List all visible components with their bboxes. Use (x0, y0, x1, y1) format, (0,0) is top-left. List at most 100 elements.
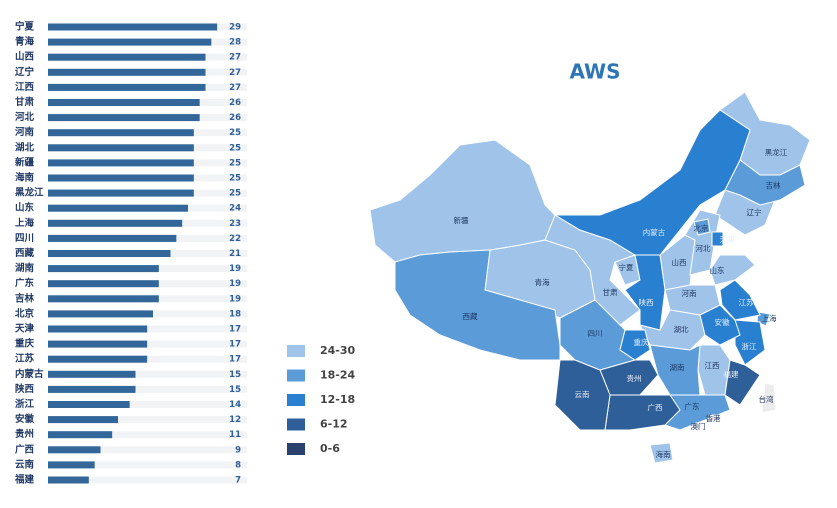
category-label: 西藏 (15, 247, 35, 259)
region-label: 海南 (656, 449, 671, 459)
legend-swatch (287, 418, 305, 431)
region (619, 329, 651, 361)
legend-swatch (287, 369, 305, 382)
row-background (48, 446, 247, 454)
value-label: 22 (229, 234, 241, 244)
value-label: 27 (229, 53, 241, 63)
region-label: 宁夏 (619, 262, 634, 272)
row-background (48, 416, 247, 424)
bar (48, 234, 177, 242)
region-label: 广西 (648, 402, 663, 412)
bar (48, 385, 136, 393)
category-label: 内蒙古 (15, 368, 44, 380)
bar (48, 476, 89, 484)
bar (48, 340, 148, 348)
region (554, 359, 611, 431)
legend-label: 24-30 (320, 344, 356, 357)
region-label: 黑龙江 (765, 147, 788, 157)
bar (48, 370, 136, 378)
value-label: 28 (229, 38, 241, 48)
region-label: 辽宁 (747, 207, 762, 217)
legend-swatch (287, 394, 305, 406)
bar (48, 204, 188, 212)
category-label: 天津 (15, 323, 35, 335)
bar (48, 174, 194, 182)
region-label: 台湾 (759, 394, 774, 404)
category-label: 四川 (15, 233, 34, 244)
region-label: 陕西 (639, 297, 654, 307)
region (624, 254, 666, 331)
category-label: 重庆 (15, 338, 35, 350)
value-label: 14 (229, 400, 241, 410)
region (684, 209, 721, 276)
region-label: 安徽 (715, 317, 730, 327)
region-label: 江苏 (739, 297, 754, 307)
region-label: 四川 (588, 329, 603, 338)
region-label: 内蒙古 (643, 227, 666, 237)
region (719, 279, 761, 321)
bar (48, 114, 200, 122)
category-label: 甘肃 (15, 96, 35, 108)
legend-label: 6-12 (320, 418, 348, 431)
category-label: 辽宁 (15, 66, 35, 78)
bar (48, 144, 194, 152)
bar (48, 189, 194, 197)
value-label: 27 (229, 68, 241, 78)
region-label: 香港 (706, 413, 721, 423)
row-background (48, 461, 247, 469)
category-label: 广西 (15, 443, 35, 455)
region-label: 上海 (762, 313, 777, 323)
value-label: 11 (229, 430, 241, 440)
category-label: 海南 (15, 172, 35, 184)
bar (48, 265, 159, 273)
region-label: 澳门 (691, 421, 706, 431)
category-label: 云南 (15, 458, 35, 470)
bar (48, 461, 95, 469)
value-label: 7 (235, 476, 241, 486)
row-background (48, 476, 247, 484)
category-label: 浙江 (15, 398, 35, 410)
bar (48, 99, 200, 106)
region-label: 重庆 (634, 337, 649, 347)
region-label: 河北 (696, 244, 711, 253)
legend-swatch (287, 345, 305, 357)
category-label: 青海 (15, 36, 35, 48)
category-label: 陕西 (15, 383, 35, 395)
region (734, 319, 766, 366)
row-background (48, 370, 247, 378)
category-label: 北京 (15, 307, 35, 319)
bar (48, 416, 118, 424)
value-label: 26 (229, 98, 241, 108)
region-label: 贵州 (627, 373, 642, 383)
row-background (48, 431, 247, 439)
category-label: 吉林 (15, 292, 35, 304)
category-label: 福建 (14, 474, 35, 486)
category-label: 黑龙江 (15, 187, 44, 199)
bar (48, 250, 171, 257)
row-background (48, 325, 247, 333)
value-label: 17 (229, 340, 241, 350)
region-label: 甘肃 (603, 287, 618, 297)
category-label: 江西 (15, 81, 35, 93)
value-label: 21 (229, 249, 241, 259)
region (649, 442, 674, 464)
row-background (48, 340, 247, 348)
region (604, 394, 681, 431)
region (699, 304, 741, 346)
map-title: AWS (569, 60, 620, 84)
value-label: 26 (229, 113, 241, 123)
value-label: 17 (229, 355, 241, 365)
bar (48, 280, 159, 288)
region (724, 359, 761, 406)
category-label: 广东 (15, 277, 35, 289)
region-label: 福建 (724, 369, 739, 379)
value-label: 12 (229, 415, 241, 425)
value-label: 17 (229, 325, 241, 335)
value-label: 27 (229, 83, 241, 93)
value-label: 25 (229, 158, 241, 168)
region (708, 414, 718, 423)
value-label: 25 (229, 143, 241, 153)
region-label: 湖北 (674, 325, 689, 334)
bar (48, 68, 206, 76)
value-label: 24 (229, 204, 241, 214)
